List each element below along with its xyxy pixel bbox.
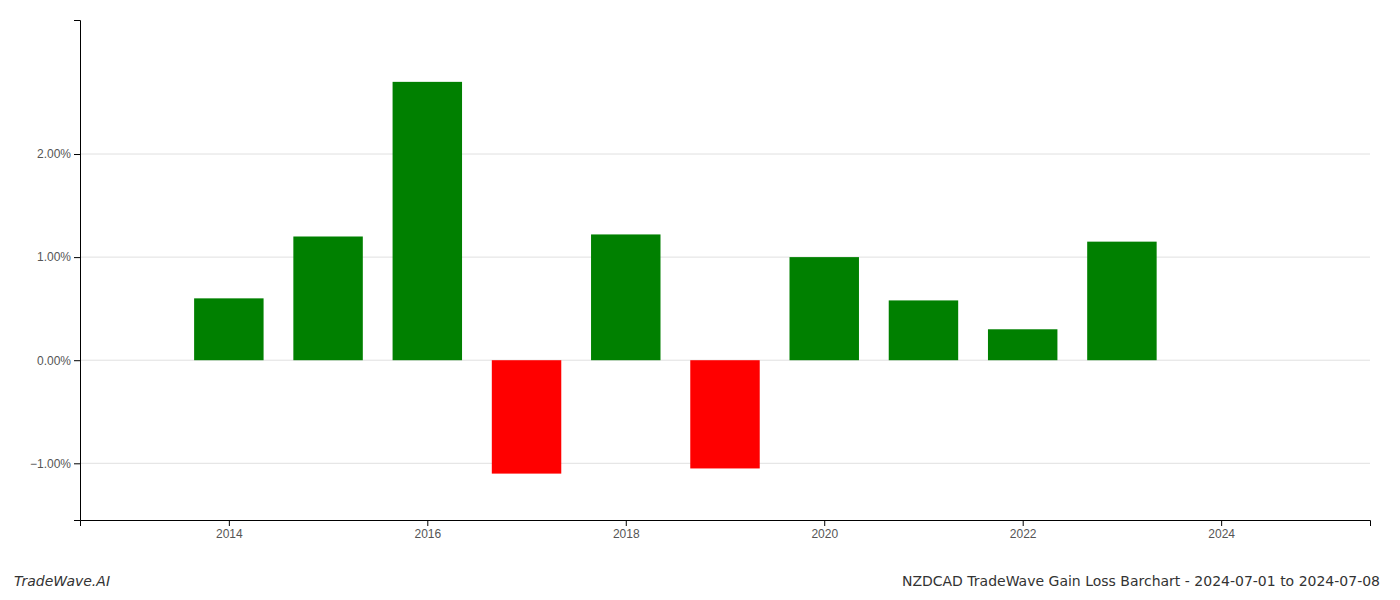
y-tick-mark bbox=[74, 154, 80, 155]
x-tick-mark bbox=[1221, 520, 1222, 526]
x-tick-label: 2024 bbox=[1208, 527, 1235, 541]
bar bbox=[988, 329, 1057, 360]
x-tick: 2016 bbox=[414, 520, 441, 541]
x-tick: 2024 bbox=[1208, 520, 1235, 541]
chart: −1.00% 0.00% 1.00% 2.00% 2014 2016 2018 2020 202… bbox=[0, 0, 1400, 600]
bar bbox=[492, 360, 561, 473]
x-tick-label: 2020 bbox=[811, 527, 838, 541]
title: NZDCAD TradeWave Gain Loss Barchart - 20… bbox=[902, 573, 1380, 589]
y-tick-mark bbox=[74, 257, 80, 258]
x-tick-label: 2016 bbox=[414, 527, 441, 541]
bar bbox=[889, 300, 958, 360]
bar bbox=[790, 257, 859, 360]
y-tick: 0.00% bbox=[37, 354, 80, 368]
x-tick: 2018 bbox=[613, 520, 640, 541]
y-tick: −1.00% bbox=[30, 457, 80, 471]
y-tick-label: −1.00% bbox=[30, 457, 71, 471]
x-axis: 2014 2016 2018 2020 2022 2024 bbox=[81, 520, 1371, 541]
x-tick-mark bbox=[427, 520, 428, 526]
x-tick-mark bbox=[626, 520, 627, 526]
x-axis-line bbox=[81, 521, 1371, 527]
bars bbox=[194, 82, 1157, 474]
x-tick-mark bbox=[1023, 520, 1024, 526]
bar bbox=[393, 82, 462, 360]
x-tick: 2020 bbox=[811, 520, 838, 541]
watermark: TradeWave.AI bbox=[14, 573, 110, 589]
x-tick-mark bbox=[824, 520, 825, 526]
bar bbox=[1087, 242, 1156, 361]
y-tick: 1.00% bbox=[37, 250, 80, 264]
x-tick-label: 2014 bbox=[216, 527, 243, 541]
x-tick-label: 2018 bbox=[613, 527, 640, 541]
bar bbox=[194, 298, 263, 360]
grid-line bbox=[80, 154, 1370, 155]
y-tick-label: 0.00% bbox=[37, 354, 71, 368]
y-axis: −1.00% 0.00% 1.00% 2.00% bbox=[30, 21, 81, 521]
x-tick-label: 2022 bbox=[1010, 527, 1037, 541]
bar bbox=[591, 234, 660, 360]
x-tick: 2022 bbox=[1010, 520, 1037, 541]
y-tick-mark bbox=[74, 360, 80, 361]
y-tick-mark bbox=[74, 463, 80, 464]
bar bbox=[293, 236, 362, 360]
y-axis-line bbox=[74, 21, 81, 521]
y-tick: 2.00% bbox=[37, 147, 80, 161]
y-tick-label: 1.00% bbox=[37, 250, 71, 264]
plot: −1.00% 0.00% 1.00% 2.00% 2014 2016 2018 2020 202… bbox=[30, 21, 1371, 541]
grid-line bbox=[80, 257, 1370, 258]
y-tick-label: 2.00% bbox=[37, 147, 71, 161]
x-tick: 2014 bbox=[216, 520, 243, 541]
bar bbox=[690, 360, 759, 468]
x-tick-mark bbox=[229, 520, 230, 526]
